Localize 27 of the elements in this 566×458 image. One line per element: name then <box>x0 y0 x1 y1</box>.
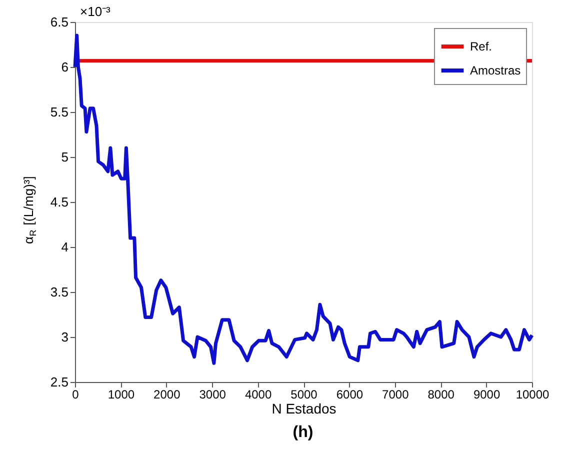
x-tick-label: 9000 <box>473 388 500 402</box>
x-tick-label: 6000 <box>336 388 364 402</box>
text: ×10⁻³ <box>80 4 112 19</box>
y-tick-label: 6.5 <box>50 14 68 30</box>
x-tick-label: 0 <box>72 388 80 402</box>
y-tick-label: 2.5 <box>50 374 68 390</box>
x-tick-label: 8000 <box>428 388 455 402</box>
x-axis-title: N Estados <box>272 400 336 416</box>
y-axis-title: αR [(L/mg)³] <box>21 176 38 244</box>
x-tick-label: 3000 <box>199 388 226 402</box>
x-tick-label: 2000 <box>154 388 181 402</box>
legend-label: Ref. <box>470 40 492 54</box>
text: (h) <box>292 424 314 441</box>
y-tick-label: 4 <box>61 240 68 254</box>
y-tick-label: 3 <box>61 330 68 344</box>
x-tick-label: 5000 <box>290 388 318 402</box>
x-tick-label: 7000 <box>382 388 410 402</box>
x-tick-label: 4000 <box>244 388 272 402</box>
legend-label: Amostras <box>470 64 521 78</box>
x-tick-label: 1000 <box>108 388 135 402</box>
y-tick-label: 3.5 <box>50 284 68 300</box>
line-series <box>73 34 534 365</box>
y-tick-label: 6 <box>61 60 68 74</box>
y-tick-label: 4.5 <box>50 194 68 210</box>
y-tick-label: 5.5 <box>50 104 68 120</box>
y-tick-label: 5 <box>61 150 68 164</box>
x-tick-label: 10000 <box>516 388 550 402</box>
